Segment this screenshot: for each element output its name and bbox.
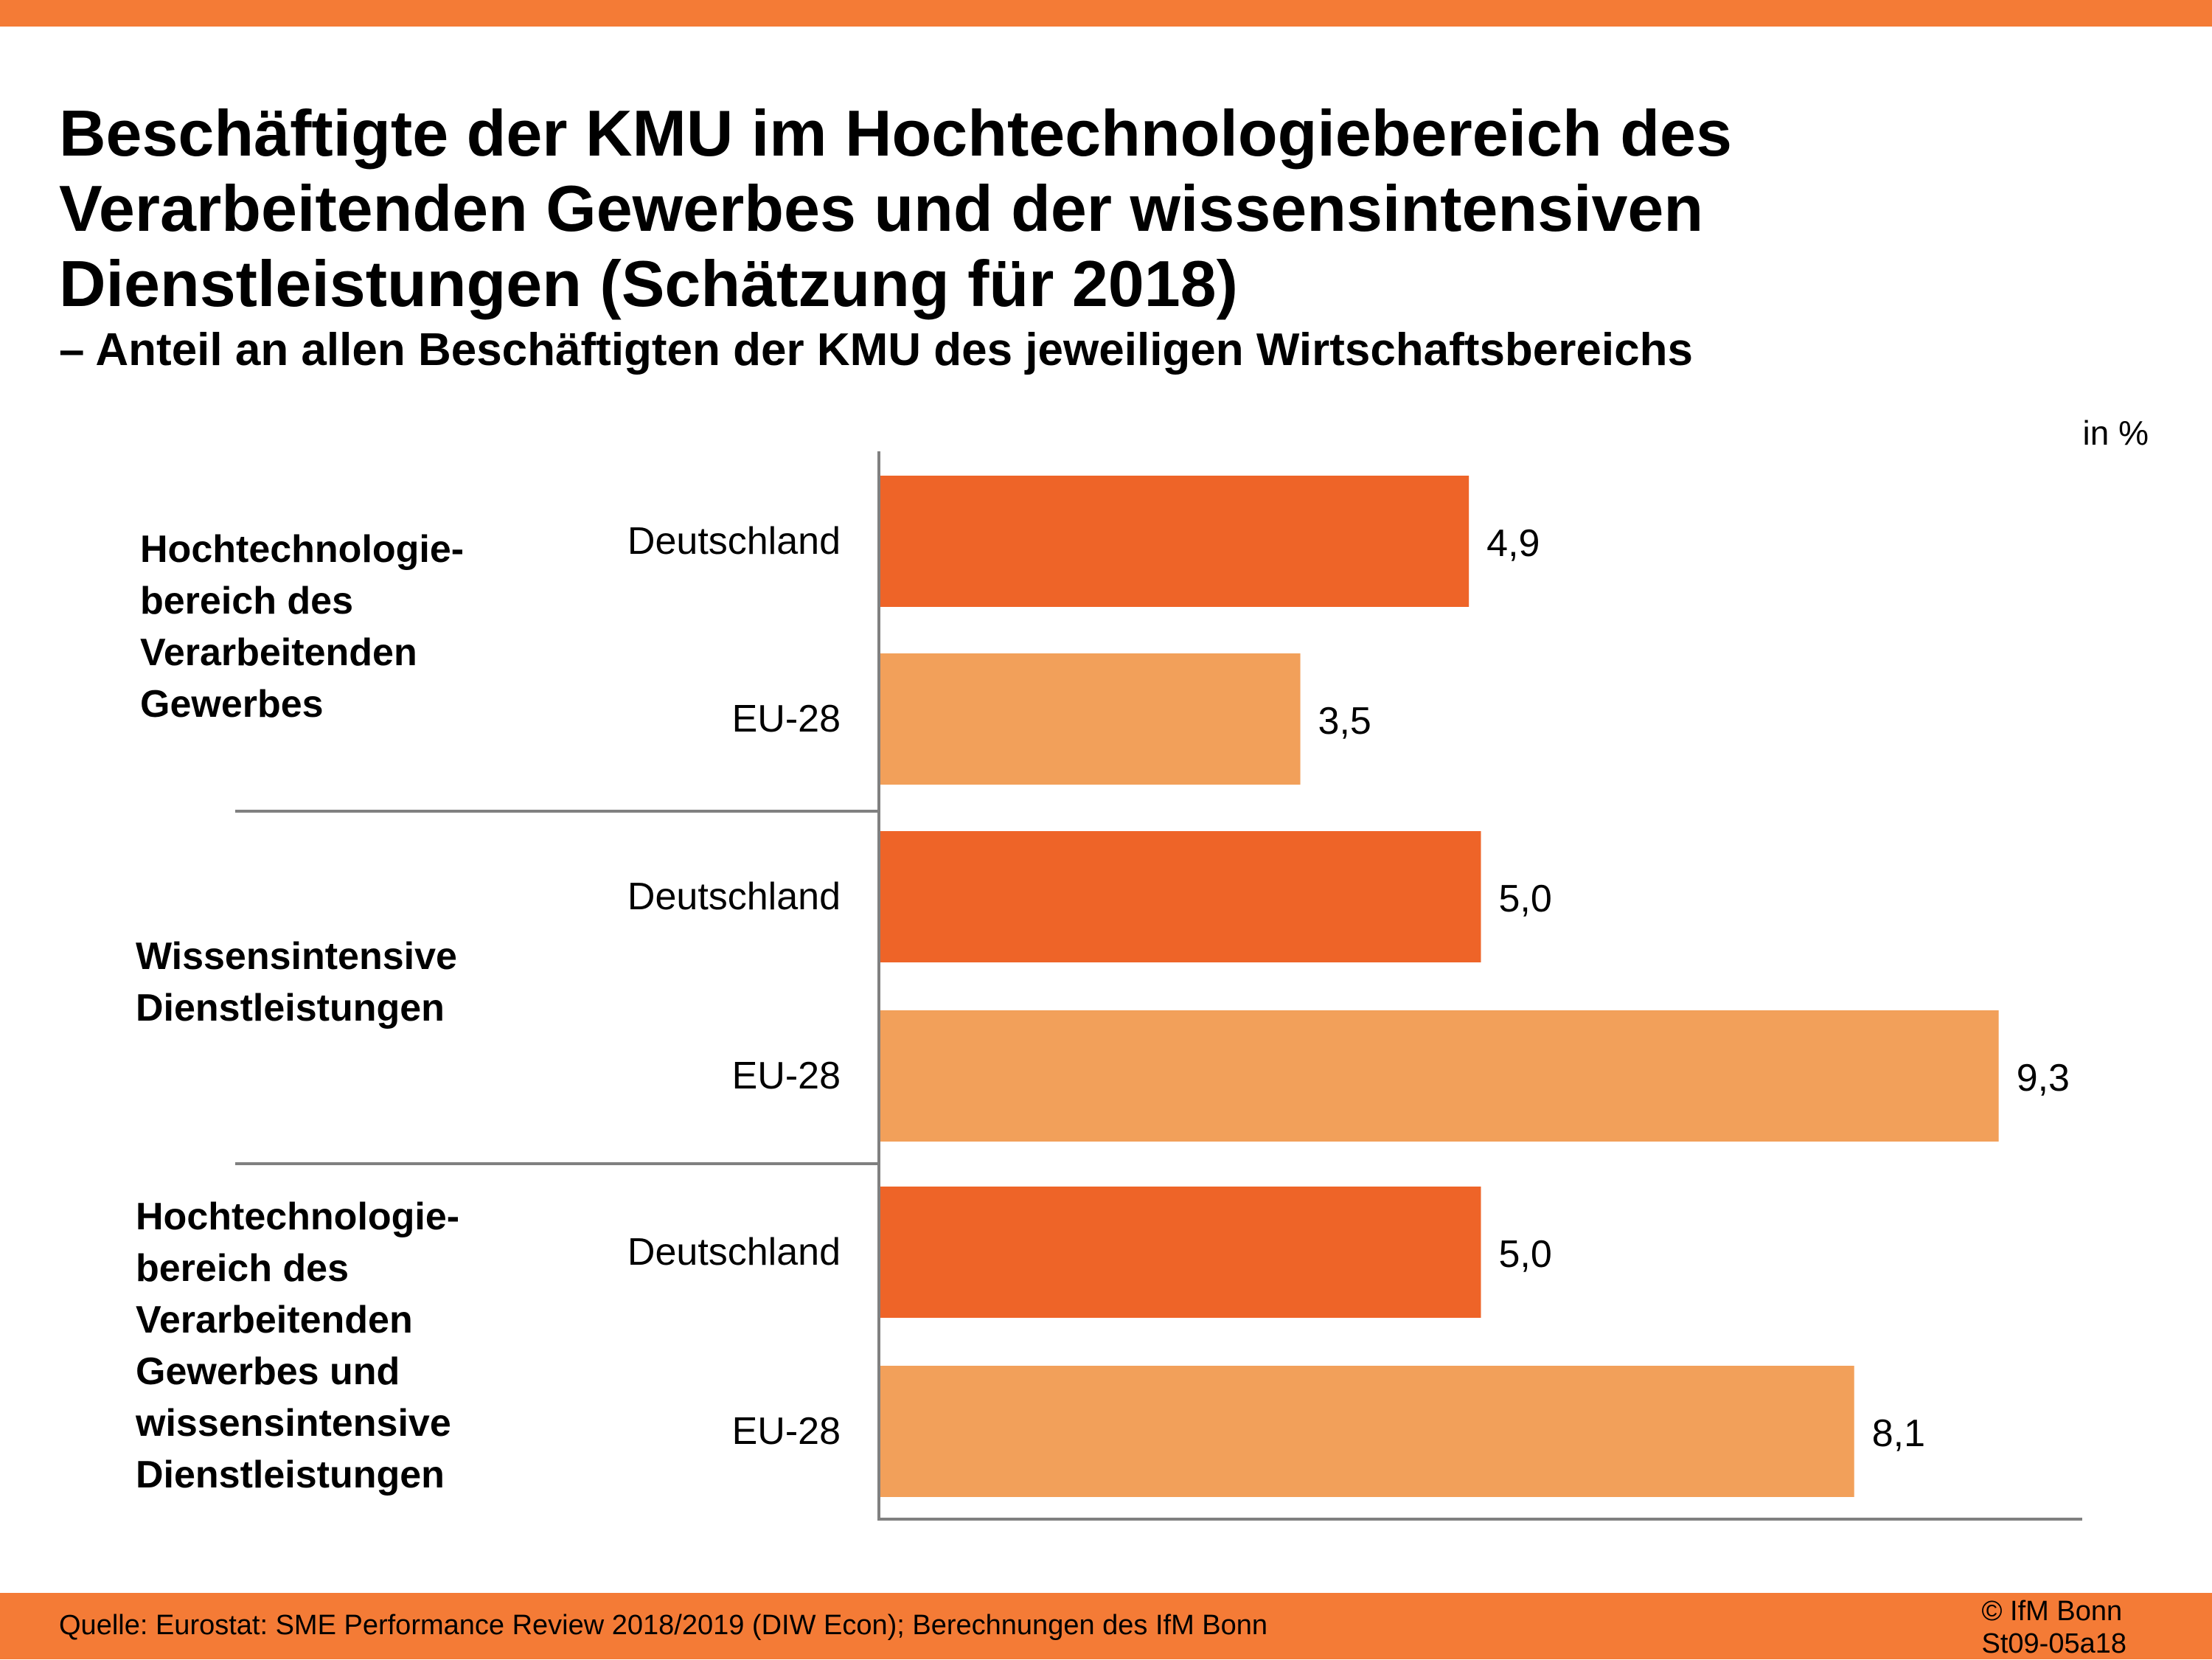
data-label: 4,9 [1486, 522, 1540, 565]
copyright-block: © IfM Bonn St09-05a18 [1982, 1595, 2127, 1660]
data-label: 8,1 [1872, 1412, 1925, 1455]
category-label: EU-28 [732, 1410, 841, 1453]
chart-title: Beschäftigte der KMU im Hochtechnologieb… [59, 97, 1732, 320]
bar-deutschland-group-2 [879, 831, 1481, 962]
bar-eu28-group-3 [879, 1366, 1854, 1497]
data-label: 9,3 [2017, 1057, 2070, 1100]
copyright-text: © IfM Bonn [1981, 1596, 2123, 1627]
chart-subtitle: – Anteil an allen Beschäftigten der KMU … [59, 324, 1693, 375]
bar-eu28-group-2 [879, 1010, 1999, 1142]
category-label: EU-28 [732, 698, 841, 740]
category-label: Deutschland [627, 520, 841, 563]
bar-eu28-group-1 [879, 653, 1301, 785]
chart-code: St09-05a18 [1981, 1628, 2127, 1659]
group-label-hightech-manufacturing: Hochtechnologie- bereich des Verarbeiten… [140, 528, 465, 726]
unit-label: in % [2082, 414, 2149, 452]
bar-deutschland-group-3 [879, 1187, 1481, 1318]
group-label-knowledge-services: Wissensintensive Dienstleistungen [136, 935, 457, 1029]
category-label: Deutschland [627, 1231, 841, 1274]
data-label: 3,5 [1318, 700, 1371, 743]
data-label: 5,0 [1499, 1233, 1552, 1276]
category-label: EU-28 [732, 1055, 841, 1097]
bar-deutschland-group-1 [879, 476, 1470, 607]
category-label: Deutschland [627, 875, 841, 918]
top-accent-bar [0, 0, 2212, 27]
footer-bar [0, 1593, 2212, 1659]
source-note: Quelle: Eurostat: SME Performance Review… [59, 1610, 1268, 1641]
data-label: 5,0 [1499, 878, 1552, 920]
group-label-combined: Hochtechnologie- bereich des Verarbeiten… [136, 1195, 460, 1496]
